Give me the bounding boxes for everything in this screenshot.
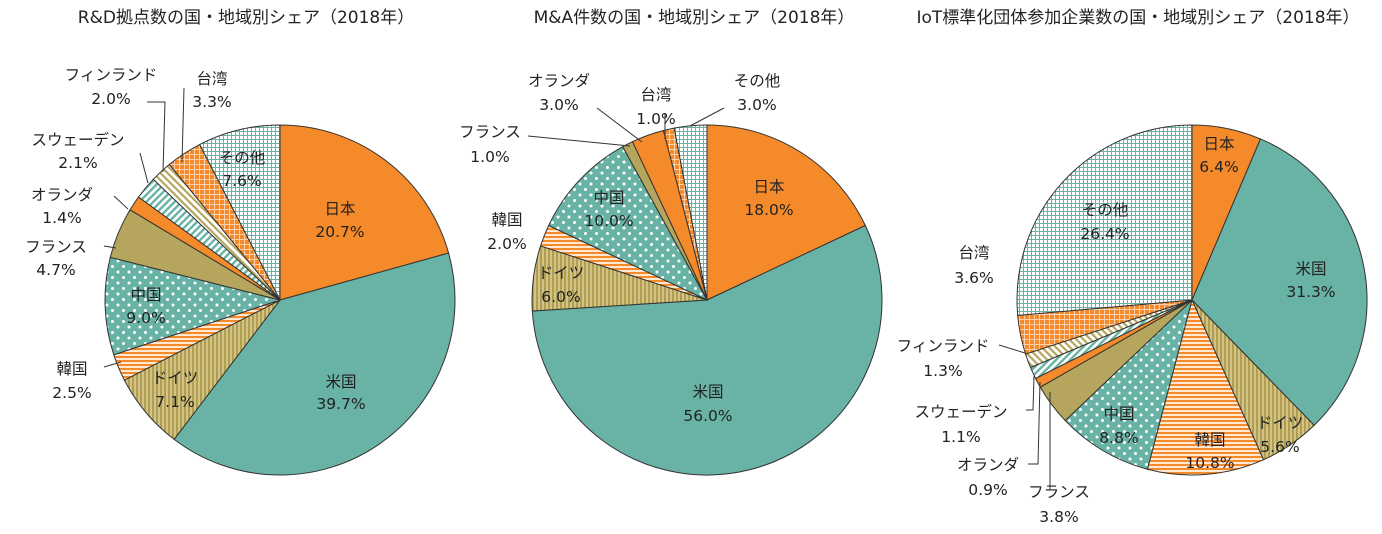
label-chart1-usa: 米国	[325, 373, 356, 391]
pie-slice-chart1-4	[104, 256, 282, 356]
label-chart3-taiwan: 台湾	[958, 244, 989, 262]
label-chart2-korea: 韓国	[491, 211, 522, 229]
value-chart3-germany: 5.6%	[1260, 438, 1299, 456]
label-chart3-usa: 米国	[1295, 260, 1326, 278]
value-chart2-japan: 18.0%	[744, 201, 793, 219]
value-chart3-korea: 10.8%	[1185, 454, 1234, 472]
value-chart3-finland: 1.3%	[923, 362, 962, 380]
value-chart2-taiwan: 1.0%	[636, 110, 675, 128]
pie-slice-chart1-10	[198, 124, 281, 301]
label-chart2-usa: 米国	[692, 383, 723, 401]
value-chart3-netherlands: 0.9%	[968, 481, 1007, 499]
chart-1-title: R&D拠点数の国・地域別シェア（2018年）	[78, 8, 414, 28]
chart-2-leader-lines	[527, 107, 725, 147]
chart-2-slices	[531, 124, 883, 476]
chart-1-leader-lines	[103, 87, 185, 368]
label-chart2-japan: 日本	[753, 178, 784, 196]
label-chart1-japan: 日本	[324, 200, 355, 218]
label-chart3-japan: 日本	[1203, 135, 1234, 153]
label-chart1-finland: フィンランド	[65, 66, 158, 84]
chart-rd-bases: R&D拠点数の国・地域別シェア（2018年） 日本 20.7% 米国 39.7%…	[25, 8, 456, 476]
label-chart2-netherlands: オランダ	[528, 72, 590, 90]
label-chart1-taiwan: 台湾	[196, 70, 227, 88]
chart-ma-deals: M&A件数の国・地域別シェア（2018年） 日本 18.0% 米国 56.0% …	[459, 8, 883, 476]
value-chart2-korea: 2.0%	[487, 235, 526, 253]
value-chart3-sweden: 1.1%	[941, 428, 980, 446]
value-chart2-france: 1.0%	[470, 148, 509, 166]
value-chart1-taiwan: 3.3%	[192, 93, 231, 111]
value-chart1-japan: 20.7%	[315, 223, 364, 241]
label-chart3-korea: 韓国	[1194, 431, 1225, 449]
value-chart2-other: 3.0%	[737, 96, 776, 114]
value-chart3-japan: 6.4%	[1199, 158, 1238, 176]
value-chart1-other: 7.6%	[222, 172, 261, 190]
pie-slice-chart2-1	[531, 224, 883, 476]
pie-slice-chart3-1	[1191, 138, 1368, 426]
label-chart2-taiwan: 台湾	[640, 86, 671, 104]
pie-slice-chart2-0	[706, 124, 867, 301]
label-chart1-sweden: スウェーデン	[31, 130, 124, 149]
value-chart1-china: 9.0%	[126, 309, 165, 327]
pie-slice-chart1-1	[173, 252, 456, 476]
pie-slice-chart2-4	[547, 145, 709, 302]
label-chart1-korea: 韓国	[56, 360, 87, 378]
label-chart3-france: フランス	[1028, 483, 1090, 501]
value-chart3-other: 26.4%	[1080, 225, 1129, 243]
pie-slice-chart3-4	[1064, 298, 1193, 470]
pie-slice-chart3-10	[1016, 124, 1193, 316]
chart-iot-members: IoT標準化団体参加企業数の国・地域別シェア（2018年） 日本 6.4% 米国…	[897, 8, 1368, 526]
pie-slice-chart3-3	[1146, 298, 1265, 476]
label-chart1-netherlands: オランダ	[31, 186, 93, 204]
chart-1-slices	[104, 124, 456, 476]
chart-3-title: IoT標準化団体参加企業数の国・地域別シェア（2018年）	[916, 8, 1359, 28]
value-chart1-finland: 2.0%	[91, 90, 130, 108]
value-chart2-usa: 56.0%	[683, 407, 732, 425]
value-chart1-netherlands: 1.4%	[42, 209, 81, 227]
value-chart1-korea: 2.5%	[52, 384, 91, 402]
value-chart3-france: 3.8%	[1039, 508, 1078, 526]
label-chart3-germany: ドイツ	[1257, 414, 1304, 432]
label-chart3-netherlands: オランダ	[957, 456, 1019, 474]
value-chart1-germany: 7.1%	[155, 393, 194, 411]
label-chart3-finland: フィンランド	[897, 337, 990, 355]
pie-slice-chart1-0	[279, 124, 450, 301]
label-chart2-germany: ドイツ	[538, 264, 585, 282]
value-chart3-china: 8.8%	[1099, 429, 1138, 447]
chart-3-slices	[1016, 124, 1368, 476]
value-chart3-usa: 31.3%	[1286, 283, 1335, 301]
value-chart2-china: 10.0%	[584, 212, 633, 230]
chart-2-title: M&A件数の国・地域別シェア（2018年）	[534, 8, 855, 28]
label-chart3-sweden: スウェーデン	[914, 402, 1007, 421]
label-chart3-other: その他	[1082, 201, 1129, 219]
chart-3-leader-lines	[998, 344, 1051, 490]
label-chart1-other: その他	[219, 149, 266, 167]
label-chart1-china: 中国	[130, 286, 161, 304]
label-chart1-germany: ドイツ	[152, 369, 199, 387]
value-chart1-france: 4.7%	[36, 261, 75, 279]
label-chart3-china: 中国	[1103, 405, 1134, 423]
label-chart2-france: フランス	[459, 123, 521, 141]
value-chart1-sweden: 2.1%	[58, 154, 97, 172]
value-chart1-usa: 39.7%	[316, 395, 365, 413]
label-chart2-other: その他	[734, 72, 781, 90]
label-chart2-china: 中国	[593, 189, 624, 207]
value-chart2-germany: 6.0%	[541, 288, 580, 306]
label-chart1-france: フランス	[25, 238, 87, 256]
value-chart2-netherlands: 3.0%	[539, 96, 578, 114]
value-chart3-taiwan: 3.6%	[954, 269, 993, 287]
